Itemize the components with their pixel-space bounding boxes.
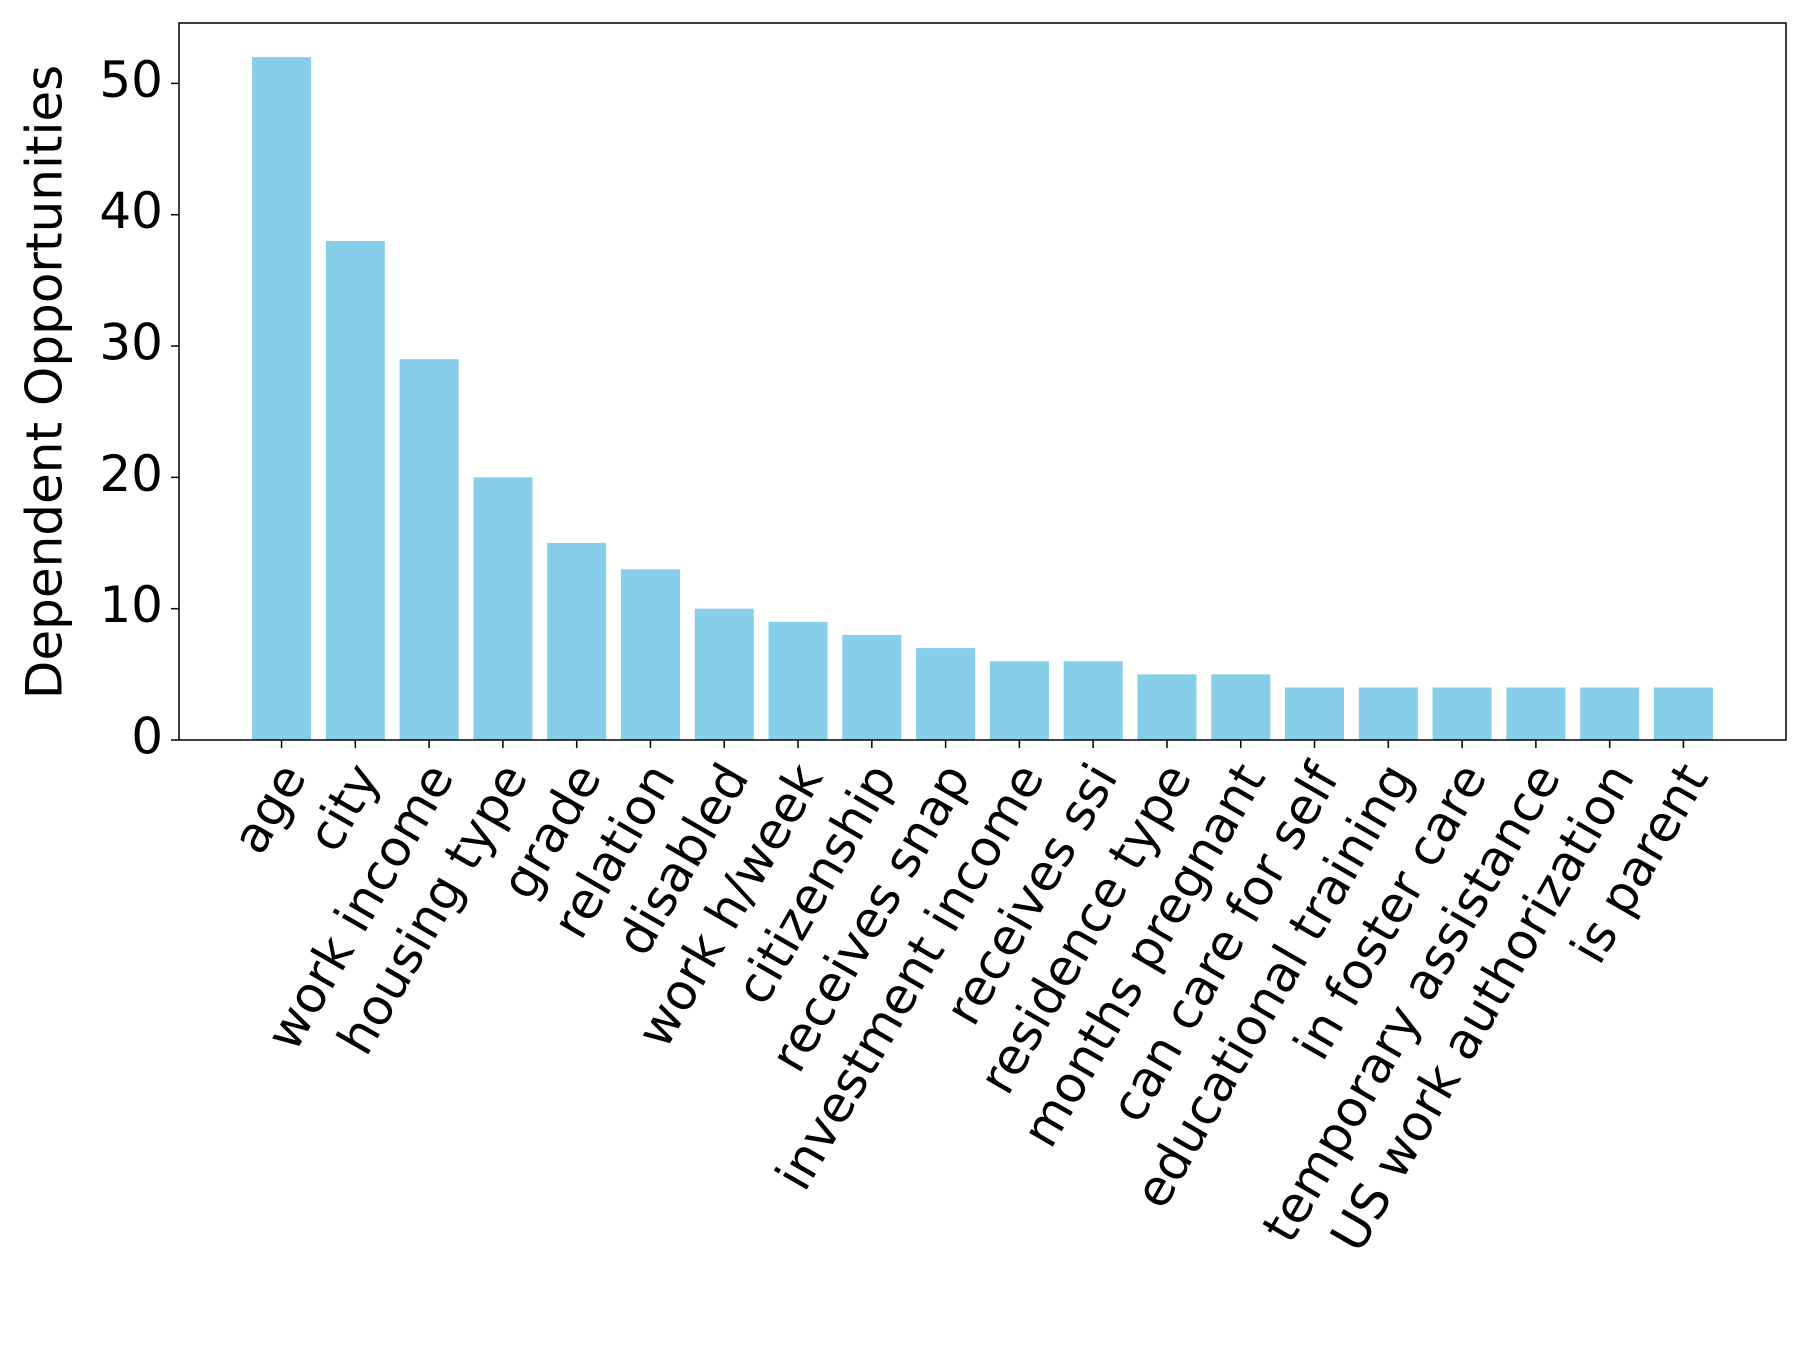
bar	[325, 240, 385, 740]
bar	[1358, 687, 1418, 740]
bar	[1506, 687, 1566, 740]
y-tick-label: 10	[99, 576, 163, 634]
plot-frame	[178, 22, 1787, 741]
bar	[694, 608, 754, 740]
bar	[1653, 687, 1713, 740]
bar	[1432, 687, 1492, 740]
bar	[399, 359, 459, 740]
y-tick-label: 40	[99, 182, 163, 240]
x-tick-label: age	[221, 754, 318, 864]
y-tick-label: 0	[131, 708, 163, 766]
y-axis-label: Dependent Opportunities	[16, 65, 74, 699]
bar	[547, 543, 607, 740]
bar	[768, 621, 828, 740]
y-tick-label: 20	[99, 445, 163, 503]
y-tick-label: 50	[99, 51, 163, 109]
bar	[1285, 687, 1345, 740]
bar	[842, 634, 902, 740]
bar	[252, 57, 312, 740]
bar	[620, 569, 680, 740]
y-tick-label: 30	[99, 314, 163, 372]
bar	[916, 648, 976, 740]
bar	[1580, 687, 1640, 740]
bar	[989, 661, 1049, 740]
bar	[1211, 674, 1271, 740]
bar	[1137, 674, 1197, 740]
bar	[473, 477, 533, 740]
bar	[1063, 661, 1123, 740]
